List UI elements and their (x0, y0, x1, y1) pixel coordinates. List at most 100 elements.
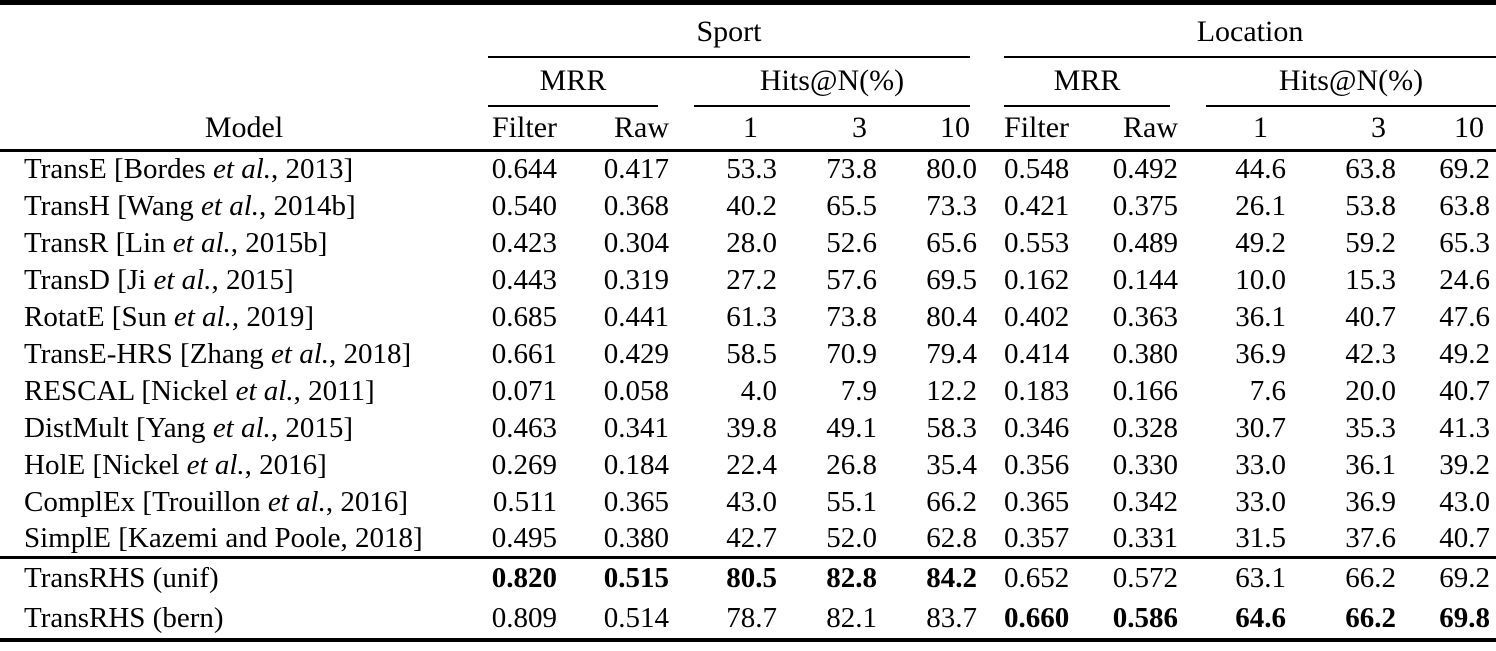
sport-hits-header: Hits@N(%) (672, 58, 980, 107)
location-mrr-filter-value: 0.357 (1004, 521, 1070, 554)
model-etal: et al. (173, 300, 232, 333)
sport-hits10-value: 84.2 (880, 556, 981, 599)
sport-mrr-filter-value: 0.644 (491, 153, 557, 186)
location-hits10-value: 69.8 (1439, 601, 1491, 634)
sport-mrr-filter-value: 0.463 (491, 411, 557, 444)
location-mrr-filter-value: 0.652 (1004, 556, 1073, 599)
table-header: Sport Location MRR Hits@N(%) MRR (0, 3, 1496, 152)
sport-hits3-value: 49.1 (826, 411, 877, 444)
gap-cell (980, 151, 1004, 188)
gap-cell (980, 106, 1005, 152)
sport-mrr-label: MRR (539, 63, 607, 97)
location-hits3-value: 66.2 (1292, 556, 1403, 599)
model-name: TransR [Lin (24, 226, 173, 259)
gap-cell (980, 447, 1004, 484)
sport-hits1-value: 22.4 (726, 448, 777, 481)
sport-hits1-value: 58.5 (726, 337, 777, 370)
location-hits10-value: 43.0 (1439, 485, 1491, 518)
gap-cell (980, 599, 1004, 640)
table-row: ComplEx [Trouillon et al., 2016] 0.511 0… (0, 484, 1496, 521)
location-mrr-filter-value: 0.162 (1004, 263, 1070, 296)
location-mrr-filter-value: 0.346 (1004, 411, 1070, 444)
location-mrr-raw-value: 0.166 (1112, 374, 1179, 407)
sport-mrr-filter-value: 0.269 (491, 448, 557, 481)
sport-hits3-value: 52.0 (826, 521, 877, 554)
location-hits3-value: 35.3 (1345, 411, 1397, 444)
sport-hits3-value: 65.5 (826, 189, 877, 222)
sport-hits3-value: 82.8 (780, 556, 880, 599)
baseline-rows: TransE [Bordes et al., 2013] 0.644 0.417… (0, 151, 1496, 558)
gap-cell (980, 336, 1004, 373)
model-etal: et al. (271, 337, 330, 370)
model-cite-year: , 2014b] (259, 189, 356, 222)
location-hits10-value: 69.2 (1439, 153, 1491, 186)
group-header-row: Sport Location (0, 3, 1496, 58)
gap-cell (980, 299, 1004, 336)
location-mrr-filter-value: 0.414 (1004, 337, 1070, 370)
gap-cell (980, 521, 1004, 558)
gap-cell (980, 262, 1004, 299)
location-hits3-value: 36.1 (1345, 448, 1397, 481)
table-row: TransRHS (bern) 0.809 0.514 78.7 82.1 83… (0, 599, 1496, 640)
sport-hits3-value: 70.9 (826, 337, 877, 370)
sport-hits3-value: 82.1 (826, 601, 877, 634)
model-name: ComplEx [Trouillon (24, 485, 268, 518)
sport-mrr-filter-value: 0.540 (491, 189, 557, 222)
location-hits3-header: 3 (1292, 106, 1403, 152)
sport-hits3-value: 26.8 (826, 448, 877, 481)
location-mrr-raw-value: 0.331 (1112, 521, 1179, 554)
table-row: TransE-HRS [Zhang et al., 2018] 0.661 0.… (0, 336, 1496, 373)
location-hits10-header: 10 (1402, 106, 1496, 152)
location-hits1-value: 64.6 (1235, 601, 1287, 634)
location-hits10-value: 49.2 (1439, 337, 1491, 370)
location-hits1-value: 63.1 (1184, 556, 1293, 599)
model-cell: HolE [Nickel et al., 2016] (0, 447, 488, 484)
model-column-header: Model (0, 106, 488, 152)
sport-mrr-raw-value: 0.429 (603, 337, 669, 370)
sport-filter-header: Filter (488, 106, 560, 152)
model-cell: TransE [Bordes et al., 2013] (0, 151, 488, 188)
location-mrr-filter-value: 0.548 (1004, 153, 1070, 186)
sport-hits1-header: 1 (672, 106, 780, 152)
sport-mrr-raw-value: 0.441 (603, 300, 669, 333)
location-mrr-raw-value: 0.144 (1112, 263, 1179, 296)
model-cite-year: , 2016] (244, 448, 327, 481)
sport-hits1-value: 4.0 (740, 374, 777, 407)
sport-raw-header: Raw (560, 106, 672, 152)
location-raw-header: Raw (1072, 106, 1185, 152)
location-hits1-value: 49.2 (1235, 226, 1287, 259)
table-row: TransH [Wang et al., 2014b] 0.540 0.368 … (0, 188, 1496, 225)
location-hits1-value: 36.9 (1235, 337, 1287, 370)
gap-cell (980, 225, 1004, 262)
location-hits-label: Hits@N(%) (1278, 63, 1424, 97)
location-hits3-value: 53.8 (1345, 189, 1397, 222)
location-hits3-value: 59.2 (1345, 226, 1397, 259)
model-name: TransRHS (unif) (24, 562, 219, 595)
location-hits3-value: 40.7 (1345, 300, 1397, 333)
location-mrr-filter-value: 0.660 (1004, 601, 1070, 634)
model-etal: et al. (213, 153, 272, 186)
location-hits1-value: 31.5 (1235, 521, 1287, 554)
column-header-row: Model Filter Raw 1 3 10 Filter Raw 1 3 1… (0, 106, 1496, 152)
sport-mrr-filter-value: 0.685 (491, 300, 557, 333)
location-mrr-raw-value: 0.586 (1112, 601, 1179, 634)
location-mrr-raw-value: 0.572 (1072, 556, 1185, 599)
table-row: RESCAL [Nickel et al., 2011] 0.071 0.058… (0, 373, 1496, 410)
gap-cell (980, 58, 1004, 107)
sport-hits10-value: 65.6 (926, 226, 978, 259)
location-mrr-filter-value: 0.365 (1004, 485, 1070, 518)
sport-hits3-value: 57.6 (826, 263, 877, 296)
location-hits10-value: 63.8 (1439, 189, 1491, 222)
model-name: HolE [Nickel (24, 448, 187, 481)
model-etal: et al. (267, 485, 326, 518)
model-name: RESCAL [Nickel (24, 374, 236, 407)
location-hits1-header: 1 (1184, 106, 1293, 152)
model-cite-year: , 2015] (270, 411, 353, 444)
location-hits10-value: 47.6 (1439, 300, 1491, 333)
location-hits1-value: 26.1 (1235, 189, 1287, 222)
location-hits10-value: 65.3 (1439, 226, 1491, 259)
sport-mrr-filter-value: 0.071 (491, 374, 557, 407)
model-cite-year: , 2015b] (230, 226, 328, 259)
